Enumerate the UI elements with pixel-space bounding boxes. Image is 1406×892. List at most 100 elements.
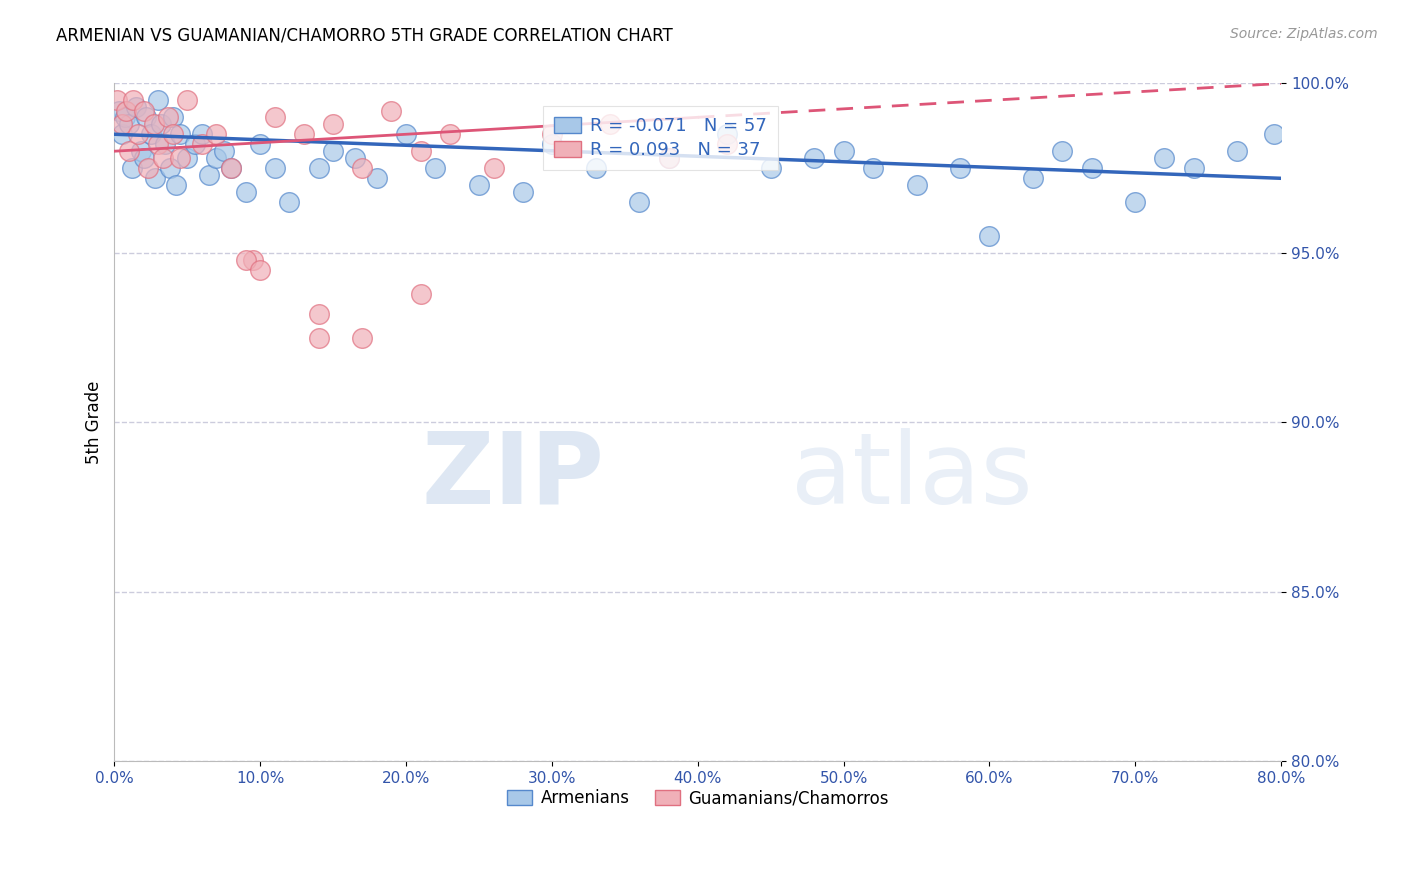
- Point: [146, 137, 169, 152]
- Point: [425, 161, 447, 176]
- Point: [235, 252, 257, 267]
- Point: [249, 137, 271, 152]
- Point: [142, 117, 165, 131]
- Point: [1263, 128, 1285, 142]
- Point: [395, 128, 418, 142]
- Point: [1153, 151, 1175, 165]
- Text: ARMENIAN VS GUAMANIAN/CHAMORRO 5TH GRADE CORRELATION CHART: ARMENIAN VS GUAMANIAN/CHAMORRO 5TH GRADE…: [56, 27, 673, 45]
- Point: [1022, 171, 1045, 186]
- Point: [949, 161, 972, 176]
- Point: [541, 137, 564, 152]
- Point: [111, 117, 134, 131]
- Text: atlas: atlas: [792, 428, 1033, 525]
- Point: [183, 137, 205, 152]
- Point: [979, 228, 1001, 243]
- Point: [599, 117, 621, 131]
- Point: [176, 151, 198, 165]
- Point: [111, 128, 134, 142]
- Point: [1123, 194, 1146, 209]
- Point: [219, 161, 242, 176]
- Point: [585, 161, 607, 176]
- Point: [905, 178, 928, 192]
- Point: [322, 145, 344, 159]
- Point: [468, 178, 491, 192]
- Point: [658, 151, 681, 165]
- Point: [169, 128, 191, 142]
- Point: [191, 128, 214, 142]
- Point: [439, 128, 461, 142]
- Point: [263, 111, 285, 125]
- Point: [628, 194, 651, 209]
- Point: [308, 330, 330, 344]
- Point: [716, 128, 738, 142]
- Point: [352, 161, 374, 176]
- Point: [115, 103, 138, 118]
- Point: [322, 117, 344, 131]
- Point: [122, 94, 145, 108]
- Point: [308, 307, 330, 321]
- Point: [127, 128, 149, 142]
- Point: [366, 171, 388, 186]
- Point: [198, 168, 221, 182]
- Point: [242, 252, 264, 267]
- Point: [165, 178, 187, 192]
- Point: [482, 161, 505, 176]
- Point: [263, 161, 285, 176]
- Point: [136, 161, 159, 176]
- Point: [107, 103, 129, 118]
- Point: [162, 128, 184, 142]
- Point: [759, 161, 782, 176]
- Point: [118, 117, 141, 131]
- Point: [205, 151, 228, 165]
- Point: [1182, 161, 1205, 176]
- Point: [162, 111, 184, 125]
- Point: [146, 94, 169, 108]
- Point: [132, 103, 155, 118]
- Point: [157, 111, 180, 125]
- Point: [380, 103, 402, 118]
- Legend: Armenians, Guamanians/Chamorros: Armenians, Guamanians/Chamorros: [501, 782, 896, 814]
- Point: [155, 137, 177, 152]
- Point: [212, 145, 235, 159]
- Point: [235, 185, 257, 199]
- Point: [143, 171, 166, 186]
- Point: [191, 137, 214, 152]
- Point: [121, 161, 143, 176]
- Point: [344, 151, 367, 165]
- Point: [176, 94, 198, 108]
- Point: [658, 151, 681, 165]
- Point: [150, 117, 173, 131]
- Point: [125, 100, 148, 114]
- Point: [105, 94, 128, 108]
- Point: [409, 145, 432, 159]
- Point: [512, 185, 534, 199]
- Point: [129, 145, 152, 159]
- Text: Source: ZipAtlas.com: Source: ZipAtlas.com: [1230, 27, 1378, 41]
- Point: [114, 111, 136, 125]
- Point: [139, 128, 162, 142]
- Point: [205, 128, 228, 142]
- Point: [132, 151, 155, 165]
- Point: [541, 128, 564, 142]
- Point: [118, 145, 141, 159]
- Point: [1080, 161, 1102, 176]
- Point: [159, 161, 181, 176]
- Point: [1052, 145, 1074, 159]
- Point: [292, 128, 315, 142]
- Point: [152, 151, 174, 165]
- Point: [278, 194, 301, 209]
- Point: [803, 151, 825, 165]
- Point: [352, 330, 374, 344]
- Y-axis label: 5th Grade: 5th Grade: [86, 381, 103, 464]
- Point: [1226, 145, 1249, 159]
- Point: [716, 137, 738, 152]
- Point: [219, 161, 242, 176]
- Point: [308, 161, 330, 176]
- Point: [249, 262, 271, 277]
- Point: [862, 161, 884, 176]
- Point: [169, 151, 191, 165]
- Point: [832, 145, 855, 159]
- Text: ZIP: ZIP: [422, 428, 605, 525]
- Point: [135, 111, 157, 125]
- Point: [409, 286, 432, 301]
